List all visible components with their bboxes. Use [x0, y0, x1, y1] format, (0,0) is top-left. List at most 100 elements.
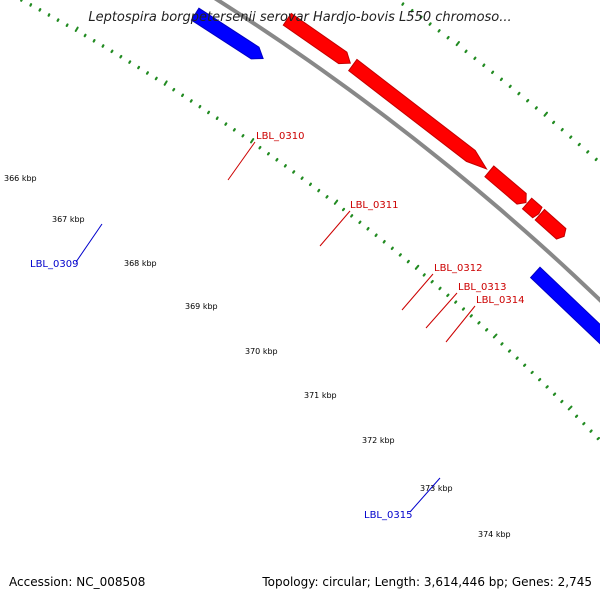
ring-dot: [569, 135, 573, 139]
ring-dot: [266, 152, 270, 156]
ring-dot: [366, 227, 370, 231]
ring-dot: [551, 120, 556, 125]
ring-dot: [530, 370, 534, 375]
ring-dot: [163, 80, 168, 86]
tick-label: 370 kbp: [245, 347, 278, 356]
gene-feature-reverse[interactable]: [529, 266, 600, 358]
ring-dot: [545, 385, 549, 389]
ring-dot: [537, 378, 542, 382]
ring-dot: [341, 207, 346, 212]
ring-dot: [283, 164, 287, 168]
gene-label-LBL_0315[interactable]: LBL_0315: [364, 510, 412, 521]
gene-feature-layer: [190, 7, 600, 358]
ring-dot: [469, 314, 473, 318]
ring-dot: [577, 142, 581, 147]
tick-label: 367 kbp: [52, 215, 85, 224]
ring-dot: [574, 414, 579, 418]
gene-feature-LBL_0310[interactable]: [282, 12, 351, 65]
ring-dot: [438, 286, 442, 291]
ring-dot: [74, 26, 79, 32]
ring-dot: [499, 77, 503, 82]
ring-dot: [543, 111, 548, 117]
gene-label-LBL_0311[interactable]: LBL_0311: [350, 200, 398, 211]
ring-dot: [317, 188, 321, 193]
ring-dot: [137, 65, 141, 70]
gene-feature-LBL_0311[interactable]: [348, 58, 488, 170]
map-title: Leptospira borgpetersenii serovar Hardjo…: [88, 10, 512, 25]
ring-dot: [390, 246, 394, 250]
ring-dot: [410, 8, 414, 13]
ring-dot: [258, 145, 262, 150]
ring-dot: [461, 307, 466, 311]
ring-dot: [333, 199, 339, 205]
gene-feature-LBL_0309[interactable]: [190, 7, 264, 60]
ring-dot: [455, 41, 460, 47]
gene-label-leader: [409, 477, 441, 513]
ring-dot: [567, 405, 573, 411]
ring-dot: [358, 220, 362, 224]
ring-dot: [560, 399, 564, 404]
ring-dot: [232, 128, 236, 132]
gene-label-leader: [319, 210, 351, 247]
ring-dot: [198, 104, 202, 109]
ring-dot: [47, 13, 51, 17]
ring-dot: [525, 98, 530, 103]
gene-label-LBL_0310[interactable]: LBL_0310: [256, 131, 304, 142]
gene-label-LBL_0312[interactable]: LBL_0312: [434, 263, 482, 274]
gene-label-LBL_0309[interactable]: LBL_0309: [30, 259, 78, 270]
ring-dot: [128, 60, 132, 64]
gene-feature-LBL_0313[interactable]: [521, 197, 543, 219]
ring-dot: [20, 0, 23, 2]
ring-dot: [401, 2, 405, 6]
ring-dot: [382, 240, 386, 244]
ring-dot: [477, 321, 481, 325]
ring-dot: [430, 280, 434, 284]
tick-label: 369 kbp: [185, 302, 218, 311]
ring-dot: [560, 128, 564, 132]
ring-dot: [110, 49, 114, 54]
ring-dot: [454, 300, 458, 304]
inner-dotted-ring: [20, 0, 600, 441]
ring-dot: [515, 356, 519, 360]
ring-dot: [419, 15, 423, 20]
ring-dot: [181, 93, 185, 98]
accession-text: Accession: NC_008508: [9, 575, 146, 589]
gene-feature-LBL_0312[interactable]: [484, 165, 527, 205]
ring-dot: [207, 110, 211, 115]
ring-dot: [517, 91, 521, 96]
ring-dot: [589, 429, 593, 433]
ring-dot: [215, 116, 219, 121]
ring-dot: [446, 293, 450, 297]
dotted-tick-rings: [20, 0, 600, 441]
gene-label-leader: [75, 223, 103, 263]
gene-label-LBL_0314[interactable]: LBL_0314: [476, 295, 524, 306]
topology-summary-text: Topology: circular; Length: 3,614,446 bp…: [262, 575, 592, 589]
gene-feature-LBL_0314[interactable]: [534, 208, 567, 240]
tick-label: 373 kbp: [420, 484, 453, 493]
ring-dot: [491, 70, 495, 75]
ring-dot: [29, 3, 33, 7]
ring-dot: [275, 158, 279, 162]
ring-dot: [552, 392, 557, 396]
ring-dot: [65, 23, 69, 27]
ring-dot: [92, 38, 96, 43]
ring-dot: [473, 56, 477, 61]
tick-label-layer: 366 kbp 367 kbp 368 kbp 369 kbp 370 kbp 371 k…: [4, 174, 511, 539]
ring-dot: [38, 8, 42, 12]
gene-label-layer: LBL_0309 LBL_0310 LBL_0311 LBL_0312 LBL_0313…: [30, 131, 524, 521]
ring-dot: [300, 176, 304, 180]
ring-dot: [500, 342, 504, 346]
ring-dot: [250, 138, 255, 144]
ring-dot: [325, 195, 329, 199]
ring-dot: [172, 87, 176, 92]
ring-dot: [485, 328, 489, 332]
gene-label-LBL_0313[interactable]: LBL_0313: [458, 282, 506, 293]
ring-dot: [492, 333, 498, 339]
ring-dot: [101, 44, 105, 48]
ring-dot: [292, 170, 296, 174]
ring-dot: [189, 99, 193, 103]
ring-dot: [594, 157, 598, 162]
ring-dot: [507, 349, 512, 353]
